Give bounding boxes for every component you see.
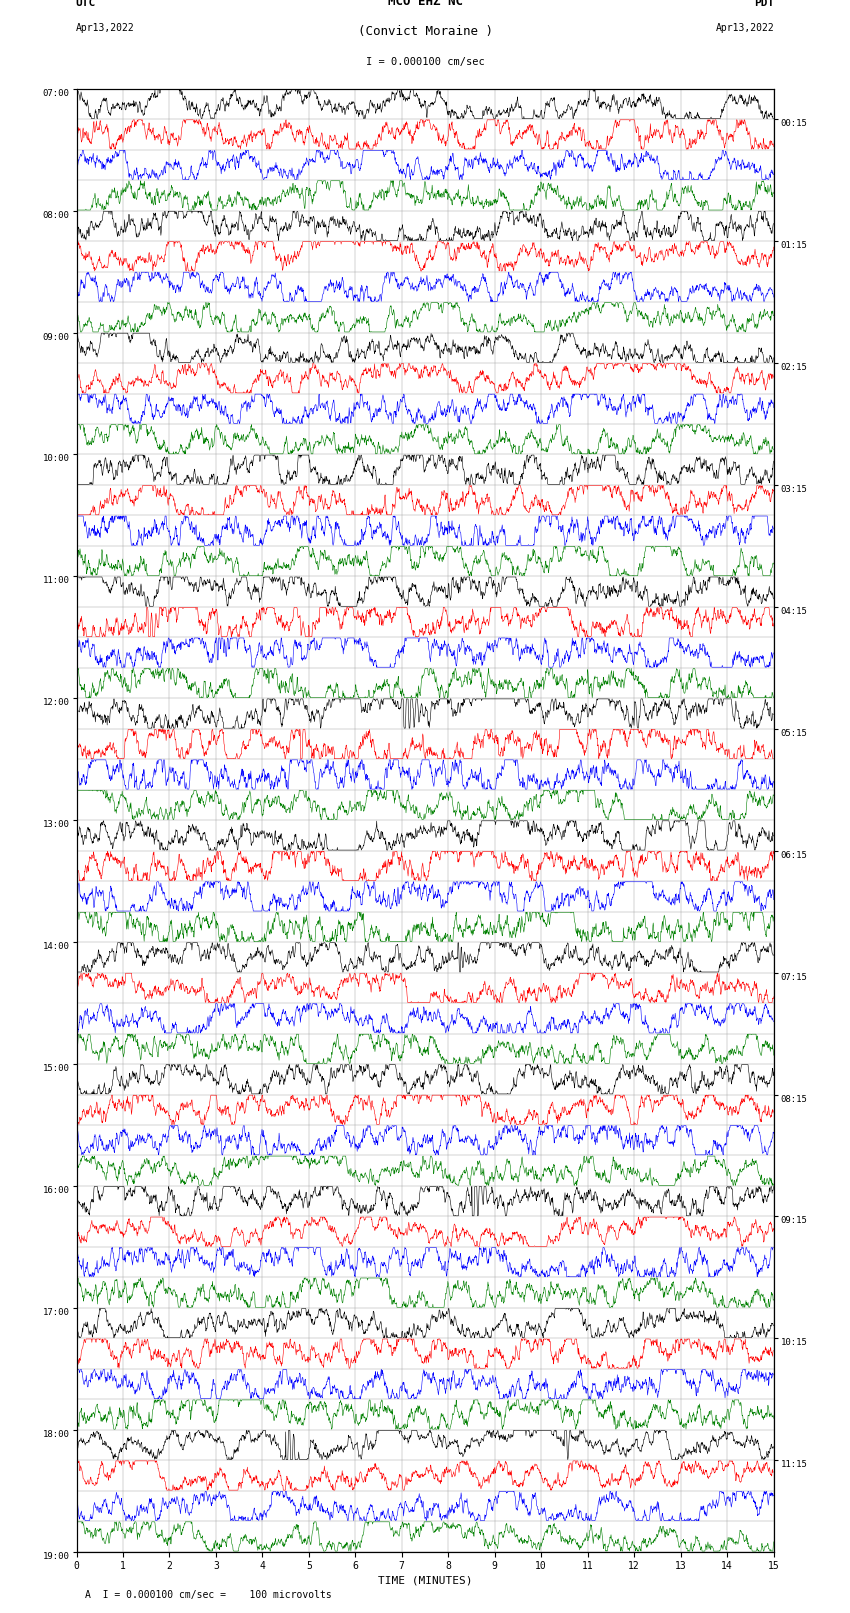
Text: (Convict Moraine ): (Convict Moraine ) (358, 24, 492, 37)
Text: Apr13,2022: Apr13,2022 (716, 23, 774, 34)
Text: UTC: UTC (76, 0, 96, 8)
Text: I = 0.000100 cm/sec: I = 0.000100 cm/sec (366, 56, 484, 66)
Text: A  I = 0.000100 cm/sec =    100 microvolts: A I = 0.000100 cm/sec = 100 microvolts (85, 1590, 332, 1600)
Text: PDT: PDT (754, 0, 774, 8)
Text: MCO EHZ NC: MCO EHZ NC (388, 0, 462, 8)
Text: Apr13,2022: Apr13,2022 (76, 23, 134, 34)
X-axis label: TIME (MINUTES): TIME (MINUTES) (377, 1576, 473, 1586)
